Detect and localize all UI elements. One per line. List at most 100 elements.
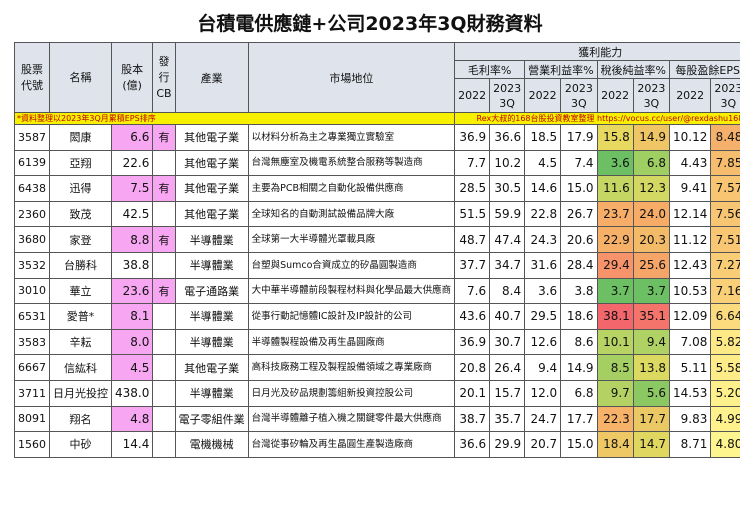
header-metric-eps: 每股盈餘EPS [669, 60, 740, 79]
gross-margin-2022: 38.7 [454, 405, 491, 433]
cb-flag [152, 405, 176, 433]
gross-margin-2022: 51.5 [454, 200, 491, 228]
eps-2023-3q: 7.27 [710, 251, 740, 279]
table-row[interactable]: 6139 亞翔 22.6 其他電子業 台灣無塵室及機電系統整合服務等製造商 7.7 10.2… [14, 149, 740, 177]
operating-margin-2022: 12.0 [524, 379, 562, 407]
operating-margin-2022: 3.6 [524, 277, 562, 305]
net-margin-2023-3q: 14.9 [632, 124, 671, 151]
gross-margin-2022: 36.9 [454, 124, 491, 151]
header-period-2023-3q: 2023 3Q [710, 78, 740, 113]
table-row[interactable]: 2360 致茂 42.5 其他電子業 全球知名的自動測試設備品牌大廠 51.5 59.9 22… [14, 200, 740, 228]
gross-margin-2022: 7.7 [454, 149, 491, 177]
header-code-label: 股票 代號 [21, 62, 43, 92]
gross-margin-2022: 36.6 [454, 431, 491, 458]
header-period-2023-3q: 2023 3Q [632, 78, 671, 113]
header-period-2023-3q: 2023 3Q [489, 78, 526, 113]
page-title: 台積電供應鏈+公司2023年3Q財務資料 [197, 13, 543, 35]
market-position: 從事行動記憶體IC設計及IP設計的公司 [247, 303, 456, 330]
eps-2022: 5.11 [669, 354, 712, 381]
eps-2022: 12.09 [669, 303, 712, 330]
net-margin-2022: 18.4 [596, 431, 634, 458]
eps-2023-3q: 7.57 [710, 175, 740, 202]
capital-value: 8.8 [110, 226, 154, 253]
market-position: 全球知名的自動測試設備品牌大廠 [247, 200, 456, 228]
net-margin-2022: 8.5 [596, 354, 634, 381]
market-position: 台灣半導體離子植入機之關鍵零件最大供應商 [247, 405, 456, 433]
market-position: 台灣無塵室及機電系統整合服務等製造商 [247, 149, 456, 177]
net-margin-2022: 22.9 [596, 226, 634, 253]
gross-margin-2023-3q: 10.2 [489, 149, 526, 177]
operating-margin-2023-3q: 3.8 [560, 277, 598, 305]
header-period-label: 2023 3Q [714, 81, 740, 110]
industry-name: 半導體業 [174, 328, 249, 356]
table-row[interactable]: 8091 翔名 4.8 電子零組件業 台灣半導體離子植入機之關鍵零件最大供應商 38.7 3… [14, 405, 740, 433]
net-margin-2022: 11.6 [596, 175, 634, 202]
net-margin-2023-3q: 35.1 [632, 303, 671, 330]
eps-2022: 10.53 [669, 277, 712, 305]
table-row[interactable]: 1560 中砂 14.4 電機機械 台灣從事矽輪及再生晶圓生產製造廠商 36.6 29.9 2… [14, 431, 740, 458]
net-margin-2023-3q: 17.7 [632, 405, 671, 433]
header-period-2022: 2022 [669, 78, 712, 113]
header-period-2022: 2022 [596, 78, 634, 113]
note-right: Rex大叔的168台股投資教室整理 https://vocus.cc/user/… [454, 112, 740, 125]
gross-margin-2023-3q: 36.6 [489, 124, 526, 151]
table-row[interactable]: 6667 信紘科 4.5 其他電子業 高科技廠務工程及製程設備領域之專業廠商 20.8 26… [14, 354, 740, 381]
industry-name: 其他電子業 [174, 124, 249, 151]
capital-value: 8.0 [110, 328, 154, 356]
gross-margin-2023-3q: 47.4 [489, 226, 526, 253]
net-margin-2022: 29.4 [596, 251, 634, 279]
header-period-label: 2022 [676, 89, 705, 102]
capital-value: 42.5 [110, 200, 154, 228]
header-industry: 產業 [174, 42, 249, 113]
table-row[interactable]: 3532 台勝科 38.8 半導體業 台塑與Sumco合資成立的矽晶圓製造商 37.7 34… [14, 251, 740, 279]
net-margin-2022: 15.8 [596, 124, 634, 151]
industry-name: 其他電子業 [174, 354, 249, 381]
net-margin-2023-3q: 13.8 [632, 354, 671, 381]
table-row[interactable]: 6438 迅得 7.5 有其他電子業 主要為PCB相關之自動化設備供應商 28.5 30.5… [14, 175, 740, 202]
market-position: 主要為PCB相關之自動化設備供應商 [247, 175, 456, 202]
net-margin-2023-3q: 24.0 [632, 200, 671, 228]
market-position: 日月光及矽品規劃籌組新投資控股公司 [247, 379, 456, 407]
stock-code: 6667 [14, 354, 50, 381]
gross-margin-2022: 43.6 [454, 303, 491, 330]
operating-margin-2023-3q: 15.0 [560, 431, 598, 458]
cb-flag: 有 [152, 226, 176, 253]
cb-flag [152, 431, 176, 458]
table-row[interactable]: 3680 家登 8.8 有半導體業 全球第一大半導體光罩載具廠 48.7 47.4 24.3 2… [14, 226, 740, 253]
eps-2022: 14.53 [669, 379, 712, 407]
company-name: 閎康 [49, 124, 112, 151]
header-period-label: 2023 3Q [564, 81, 593, 110]
table-row[interactable]: 3711 日月光投控 438.0 半導體業 日月光及矽品規劃籌組新投資控股公司 20.1 1… [14, 379, 740, 407]
eps-2022: 10.12 [669, 124, 712, 151]
eps-2022: 8.71 [669, 431, 712, 458]
stock-code: 3583 [14, 328, 50, 356]
company-name: 華立 [49, 277, 112, 305]
eps-2023-3q: 5.20 [710, 379, 740, 407]
header-period-2022: 2022 [454, 78, 491, 113]
company-name: 信紘科 [49, 354, 112, 381]
industry-name: 半導體業 [174, 226, 249, 253]
header-period-row: 2022 2023 3Q 2022 2023 3Q 2022 2023 3Q 2022 202… [15, 78, 740, 113]
operating-margin-2022: 12.6 [524, 328, 562, 356]
net-margin-2023-3q: 25.6 [632, 251, 671, 279]
table-row[interactable]: 3587 閎康 6.6 有其他電子業 以材料分析為主之專業獨立實驗室 36.9 36.6 18… [14, 124, 740, 151]
gross-margin-2022: 48.7 [454, 226, 491, 253]
gross-margin-2023-3q: 30.5 [489, 175, 526, 202]
net-margin-2023-3q: 9.4 [632, 328, 671, 356]
header-period-label: 2023 3Q [493, 81, 522, 110]
eps-2022: 9.83 [669, 405, 712, 433]
table-row[interactable]: 3583 辛耘 8.0 半導體業 半導體製程設備及再生晶圓廠商 36.9 30.7 12.6 8… [14, 328, 740, 356]
header-name: 名稱 [49, 42, 112, 113]
operating-margin-2022: 24.3 [524, 226, 562, 253]
table-row[interactable]: 3010 華立 23.6 有電子通路業 大中華半導體前段製程材料與化學品最大供應商 7.6… [14, 277, 740, 305]
company-name: 愛普* [49, 303, 112, 330]
operating-margin-2022: 24.7 [524, 405, 562, 433]
industry-name: 半導體業 [174, 379, 249, 407]
eps-2022: 12.14 [669, 200, 712, 228]
gross-margin-2022: 7.6 [454, 277, 491, 305]
company-name: 中砂 [49, 431, 112, 458]
net-margin-2023-3q: 5.6 [632, 379, 671, 407]
eps-2023-3q: 6.64 [710, 303, 740, 330]
table-row[interactable]: 6531 愛普* 8.1 半導體業 從事行動記憶體IC設計及IP設計的公司 43.6 40.… [14, 303, 740, 330]
net-margin-2022: 10.1 [596, 328, 634, 356]
